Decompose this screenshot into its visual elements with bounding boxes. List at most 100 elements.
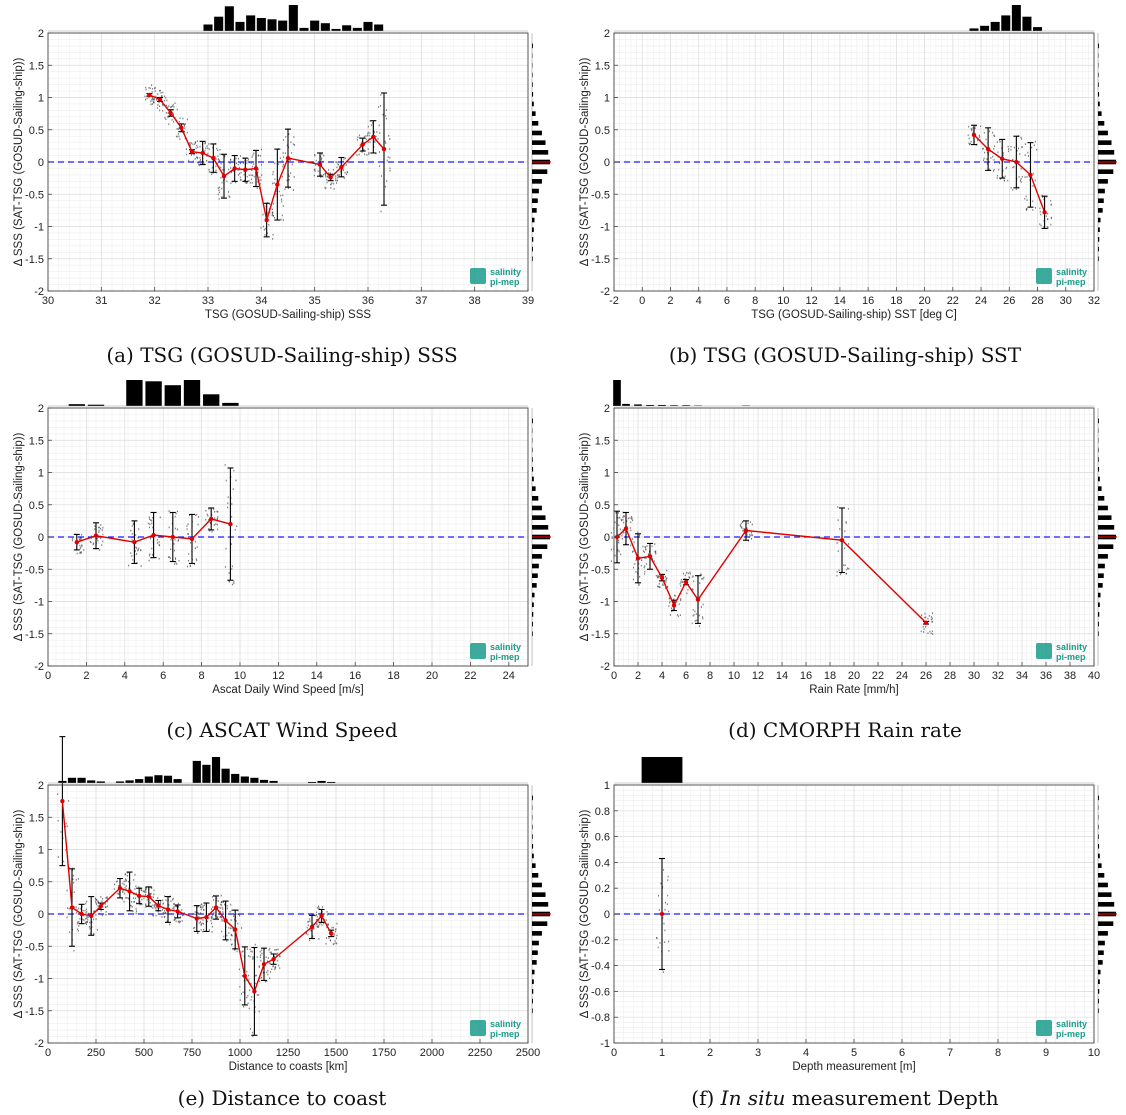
- y-histogram-bar: [532, 602, 534, 608]
- scatter-point: [128, 564, 130, 567]
- scatter-point: [1032, 209, 1034, 211]
- scatter-point: [65, 822, 67, 825]
- x-histogram-bar: [183, 380, 201, 406]
- scatter-point: [175, 905, 177, 908]
- x-tick-label: 24: [896, 670, 908, 682]
- scatter-point: [190, 142, 192, 144]
- x-histogram-bar: [214, 16, 224, 31]
- scatter-point: [211, 922, 213, 925]
- scatter-point: [318, 907, 320, 909]
- scatter-point: [151, 553, 153, 556]
- scatter-point: [1010, 145, 1012, 148]
- scatter-point: [101, 900, 103, 903]
- scatter-point: [257, 168, 259, 171]
- scatter-point: [249, 182, 251, 184]
- scatter-point: [610, 548, 612, 551]
- scatter-point: [154, 906, 156, 909]
- scatter-point: [1024, 143, 1026, 145]
- scatter-point: [106, 897, 108, 899]
- scatter-point: [217, 516, 219, 518]
- scatter-point: [291, 163, 293, 166]
- caption-b-text: TSG (GOSUD-Sailing-ship) SST: [703, 343, 1022, 367]
- scatter-point: [1031, 146, 1033, 149]
- scatter-point: [389, 138, 391, 140]
- scatter-point: [276, 954, 278, 957]
- scatter-point: [171, 119, 173, 121]
- scatter-point: [658, 576, 660, 579]
- scatter-point: [335, 928, 337, 931]
- x-tick-label: 34: [1016, 670, 1028, 682]
- scatter-point: [323, 922, 325, 925]
- x-tick-label: 36: [1040, 670, 1052, 682]
- scatter-point: [389, 156, 391, 159]
- x-tick-label: 3: [755, 1047, 761, 1059]
- scatter-point: [233, 469, 235, 472]
- scatter-point: [684, 574, 686, 577]
- scatter-point: [147, 522, 149, 525]
- y-tick-label: -0.5: [25, 941, 44, 953]
- scatter-point: [166, 920, 168, 923]
- scatter-point: [838, 569, 840, 572]
- y-tick-label: 1.5: [595, 60, 610, 72]
- mean-point: [1028, 172, 1033, 178]
- scatter-point: [182, 914, 184, 917]
- y-histogram-bar: [1098, 217, 1101, 223]
- scatter-point: [231, 565, 233, 568]
- x-tick-label: 32: [149, 295, 161, 307]
- scatter-point: [85, 917, 87, 920]
- scatter-point: [680, 585, 682, 587]
- scatter-point: [157, 910, 159, 913]
- scatter-point: [196, 140, 198, 143]
- scatter-point: [145, 889, 147, 892]
- scatter-point: [327, 913, 329, 916]
- scatter-point: [282, 163, 285, 166]
- scatter-point: [837, 519, 839, 521]
- scatter-point: [132, 559, 134, 561]
- scatter-point: [156, 542, 159, 544]
- scatter-point: [664, 929, 666, 932]
- scatter-point: [79, 918, 81, 920]
- scatter-point: [167, 106, 169, 109]
- scatter-point: [237, 174, 240, 176]
- scatter-point: [982, 147, 984, 150]
- logo-mark-icon: [1036, 1020, 1052, 1036]
- scatter-point: [97, 900, 99, 902]
- scatter-point: [1026, 176, 1028, 178]
- scatter-point: [131, 532, 133, 535]
- scatter-point: [236, 525, 238, 528]
- scatter-point: [1025, 195, 1027, 198]
- x-tick-label: 34: [255, 295, 267, 307]
- scatter-point: [362, 149, 364, 152]
- x-tick-label: 30: [968, 670, 980, 682]
- scatter-point: [335, 177, 337, 180]
- scatter-point: [678, 603, 680, 606]
- scatter-point: [76, 908, 78, 911]
- scatter-point: [159, 109, 161, 112]
- scatter-point: [235, 157, 237, 160]
- scatter-point: [135, 546, 137, 549]
- scatter-point: [644, 557, 646, 560]
- scatter-point: [200, 924, 202, 926]
- scatter-point: [700, 574, 702, 576]
- scatter-point: [246, 175, 248, 178]
- scatter-point: [250, 178, 253, 181]
- scatter-point: [208, 171, 210, 173]
- scatter-point: [993, 148, 995, 150]
- scatter-point: [217, 193, 219, 196]
- scatter-point: [969, 142, 971, 145]
- scatter-point: [269, 977, 271, 980]
- scatter-point: [1050, 199, 1052, 202]
- scatter-point: [269, 203, 271, 205]
- scatter-point: [372, 122, 374, 124]
- scatter-point: [169, 114, 171, 117]
- mean-point: [923, 620, 929, 625]
- scatter-point: [272, 238, 274, 240]
- mean-point: [204, 915, 209, 920]
- scatter-point: [151, 97, 153, 99]
- scatter-point: [655, 936, 658, 939]
- scatter-point: [691, 588, 693, 590]
- scatter-point: [377, 137, 379, 140]
- scatter-point: [163, 95, 165, 98]
- y-histogram-bar: [1098, 246, 1099, 252]
- scatter-point: [319, 912, 321, 915]
